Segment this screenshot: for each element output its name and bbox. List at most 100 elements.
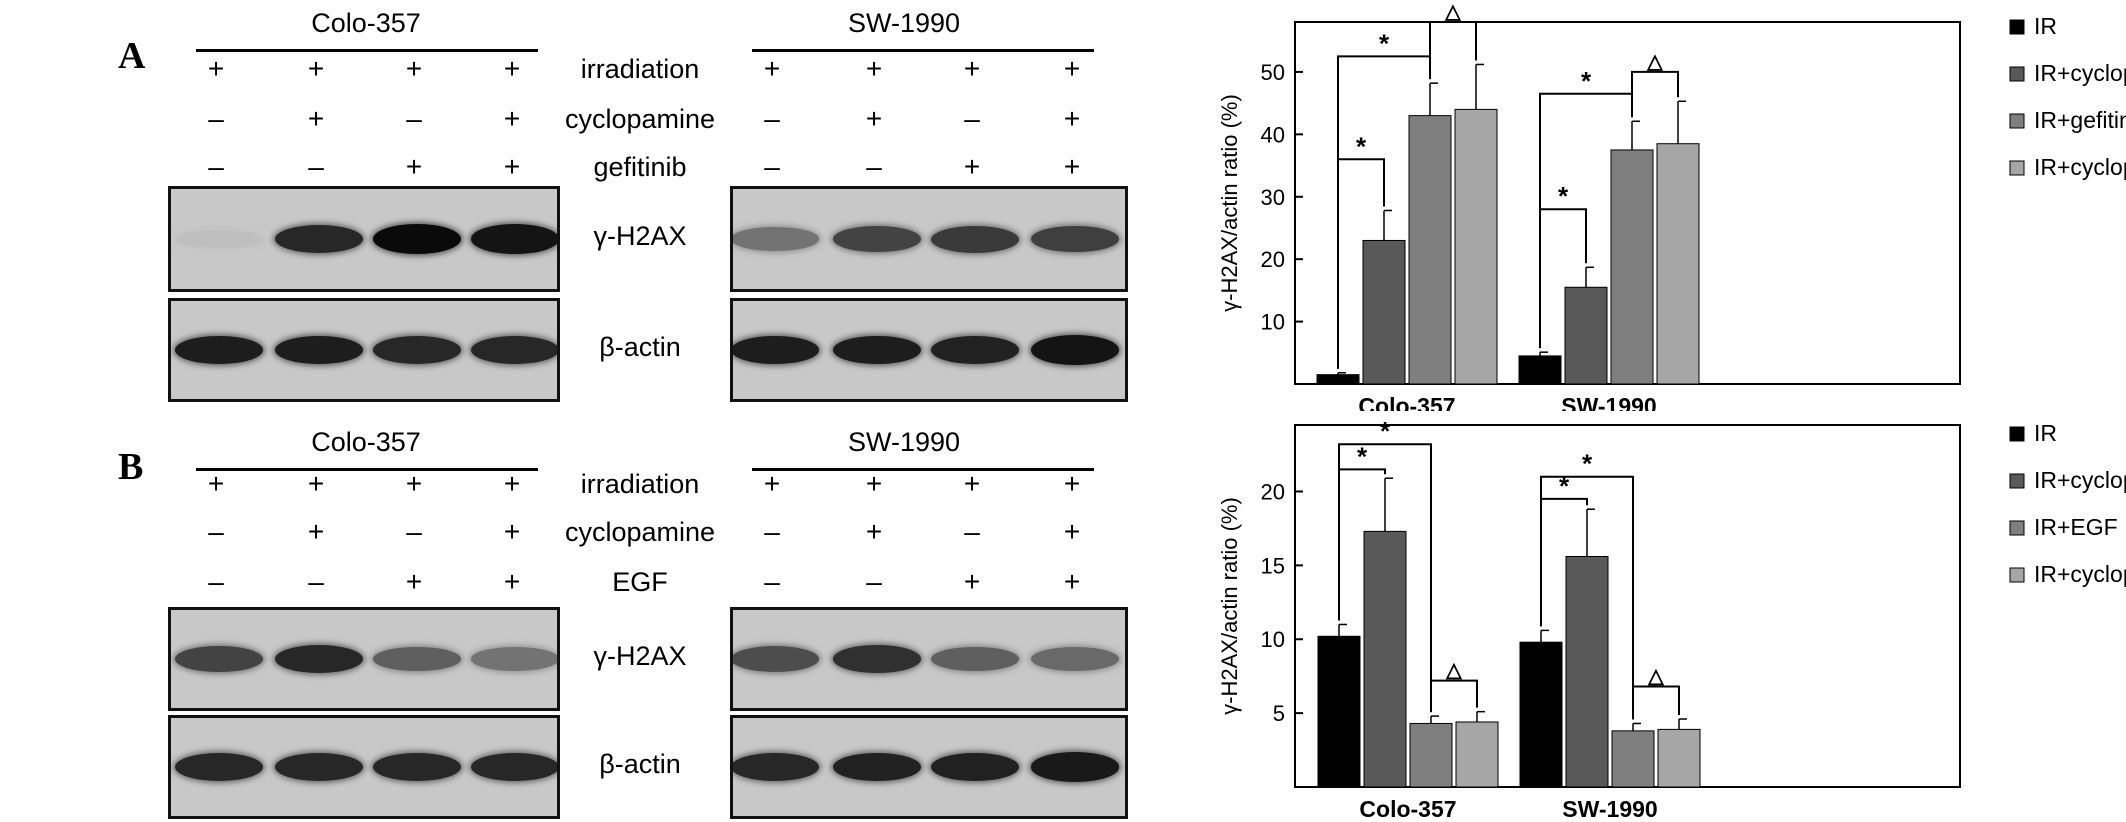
blot-band	[275, 752, 363, 782]
treatment-sign: –	[764, 516, 780, 547]
cell-line-title-left: Colo-357	[311, 8, 421, 38]
significance-marker: *	[1357, 441, 1368, 471]
blot-left	[168, 186, 560, 292]
treatment-sign: +	[503, 516, 521, 547]
legend-label: IR+cyclopamine	[2034, 60, 2126, 86]
treatment-sign: +	[307, 516, 325, 547]
bar	[1656, 143, 1700, 385]
treatment-sign: +	[405, 151, 423, 182]
bar-chart-b: 5 10 15 20 γ-H2AX/actin ratio (%) Colo-357 SW-…	[1217, 416, 2126, 822]
legend-swatch	[2009, 520, 2025, 536]
cell-line-title-right: SW-1990	[847, 427, 961, 457]
treatment-sign: +	[307, 53, 325, 84]
legend-label: IR+cyclopamine+EGF	[2034, 561, 2126, 587]
blot-band	[471, 752, 557, 782]
bar	[1316, 374, 1360, 385]
bar	[1565, 556, 1609, 788]
bar	[1317, 635, 1361, 788]
treatment-sign: +	[1063, 566, 1081, 597]
y-axis-label: γ-H2AX/actin ratio (%)	[1217, 94, 1242, 312]
blot-band	[1031, 647, 1119, 671]
blot-band	[175, 335, 263, 365]
blot-left	[168, 298, 560, 402]
legend-swatch	[2009, 426, 2025, 442]
blot-band	[733, 227, 819, 251]
significance-marker: *	[1380, 416, 1391, 446]
treatment-sign: +	[1063, 468, 1081, 499]
treatment-sign: +	[405, 566, 423, 597]
treatment-sign: +	[865, 516, 883, 547]
treatment-sign: +	[763, 53, 781, 84]
x-tick-label: Colo-357	[1359, 796, 1456, 822]
y-tick-label: 10	[1261, 627, 1285, 652]
treatment-sign: –	[866, 151, 882, 182]
blot-band	[833, 752, 921, 782]
significance-bracket	[1632, 685, 1680, 720]
significance-marker: *	[1559, 471, 1570, 501]
bar	[1564, 286, 1608, 385]
panel-b: B Colo-357 SW-1990 irradiation + + + + + + + + cy…	[0, 411, 2126, 822]
treatment-sign: –	[866, 566, 882, 597]
blot-band	[373, 224, 461, 254]
title-rule-right	[752, 49, 1094, 52]
blot-band	[1031, 225, 1119, 253]
blot-band	[1031, 752, 1119, 782]
y-tick-label: 20	[1261, 247, 1285, 272]
treatment-sign: +	[503, 151, 521, 182]
treatment-sign: –	[308, 151, 324, 182]
treatment-sign: +	[1063, 151, 1081, 182]
panel-letter: B	[118, 446, 144, 488]
blot-band	[175, 229, 263, 249]
significance-bracket	[1631, 70, 1679, 118]
blot-band	[833, 225, 921, 253]
treatment-label: cyclopamine	[564, 104, 716, 134]
bar	[1362, 239, 1406, 385]
bar	[1454, 108, 1498, 385]
treatment-sign: –	[764, 566, 780, 597]
cell-line-title-left: Colo-357	[311, 427, 421, 457]
blot-band	[373, 752, 461, 782]
significance-marker: *	[1379, 28, 1390, 58]
bar	[1363, 530, 1407, 788]
treatment-label: gefitinib	[593, 152, 687, 182]
treatment-sign: +	[503, 103, 521, 134]
treatment-sign: –	[308, 566, 324, 597]
bar	[1611, 730, 1655, 788]
title-rule-right	[752, 468, 1094, 471]
blot-band	[471, 647, 557, 671]
treatment-label: EGF	[612, 567, 668, 597]
blot-band	[833, 645, 921, 673]
blot-band	[275, 644, 363, 674]
treatment-sign: +	[207, 468, 225, 499]
y-tick-label: 30	[1261, 185, 1285, 210]
treatment-sign: –	[764, 103, 780, 134]
significance-marker: *	[1582, 449, 1593, 479]
y-tick-label: 20	[1261, 479, 1285, 504]
treatment-sign: +	[865, 53, 883, 84]
treatment-sign: –	[406, 516, 422, 547]
bar	[1409, 722, 1453, 788]
y-tick-label: 15	[1261, 553, 1285, 578]
treatment-sign: +	[1063, 103, 1081, 134]
y-tick-label: 50	[1261, 60, 1285, 85]
blot-band	[833, 335, 921, 365]
significance-marker: △	[1444, 1, 1461, 23]
blot-band	[373, 335, 461, 365]
significance-bracket	[1338, 443, 1432, 713]
blot-band	[733, 646, 819, 672]
treatment-label: irradiation	[580, 54, 700, 84]
bar	[1610, 149, 1654, 385]
treatment-sign: +	[1063, 53, 1081, 84]
legend-label: IR+cyclopamine+gefitinib	[2034, 154, 2126, 180]
treatment-sign: –	[208, 103, 224, 134]
x-tick-label: Colo-357	[1358, 393, 1455, 411]
treatment-sign: +	[503, 53, 521, 84]
treatment-sign: –	[208, 151, 224, 182]
treatment-sign: –	[764, 151, 780, 182]
legend-swatch	[2009, 19, 2025, 35]
bar	[1519, 641, 1563, 788]
significance-marker: *	[1558, 181, 1569, 211]
significance-bracket	[1540, 475, 1634, 720]
treatment-sign: –	[964, 516, 980, 547]
y-tick-label: 10	[1261, 310, 1285, 335]
